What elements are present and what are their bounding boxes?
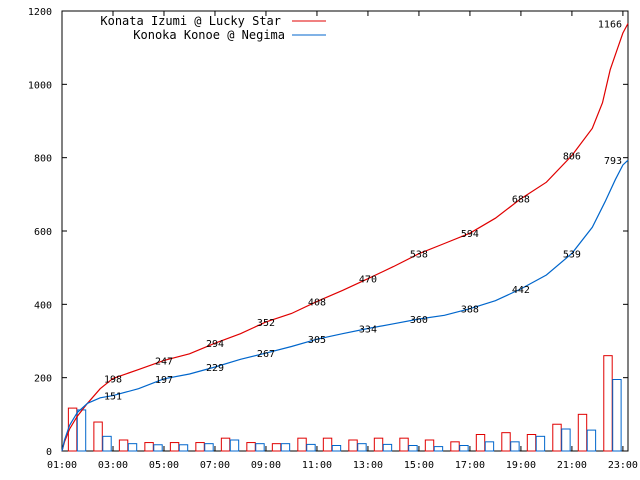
- data-label-konoka: 267: [257, 349, 275, 360]
- bar-konata: [246, 442, 256, 452]
- bar-konata: [526, 434, 537, 452]
- bar-konata: [118, 439, 129, 452]
- line-konoka: [61, 159, 629, 452]
- data-label-konoka: 388: [461, 305, 479, 316]
- bar-konoka: [484, 441, 495, 452]
- bar-konoka: [459, 445, 469, 452]
- bar-konoka: [382, 443, 393, 452]
- bar-konata: [169, 442, 180, 452]
- bar-konoka: [229, 439, 240, 452]
- data-label-konata: 352: [257, 318, 275, 329]
- data-label-konoka: 334: [359, 325, 377, 336]
- bar-konoka: [561, 428, 571, 452]
- bar-konata: [348, 439, 358, 452]
- bar-konata: [93, 421, 103, 452]
- y-tick-label: 400: [34, 300, 52, 311]
- bar-konata: [271, 443, 282, 452]
- data-label-konata: 294: [206, 339, 224, 350]
- data-label-konoka: 229: [206, 363, 224, 374]
- bar-konata: [450, 441, 460, 452]
- bar-konoka: [408, 445, 418, 452]
- bar-konata: [424, 439, 435, 452]
- data-label-konata: 470: [359, 275, 377, 286]
- legend: Konata Izumi @ Lucky Star Konoka Konoe @…: [100, 14, 326, 42]
- x-tick-label: 23:00: [608, 460, 638, 471]
- y-tick-label: 800: [34, 154, 52, 165]
- bar-konoka: [280, 443, 291, 452]
- bar-konoka: [153, 444, 163, 452]
- bar-konata: [297, 437, 307, 452]
- bar-konata: [577, 413, 588, 452]
- data-label-konata: 806: [563, 151, 581, 162]
- x-axis: 01:00 03:00 05:00 07:00 09:00 11:00 13:00 15:00…: [47, 11, 638, 471]
- y-tick-label: 600: [34, 227, 52, 238]
- bar-konoka: [535, 435, 546, 452]
- bar-konoka: [331, 445, 342, 452]
- bar-konoka: [204, 443, 214, 452]
- bar-konoka: [357, 443, 367, 452]
- data-label-konata: 688: [512, 195, 530, 206]
- y-axis: 0 200 400 600 800 1000 1200: [28, 7, 628, 458]
- data-label-konata: 1166: [598, 19, 622, 30]
- histogram-bars: [67, 355, 622, 452]
- bar-konoka: [127, 443, 138, 452]
- bar-konata: [399, 437, 409, 452]
- x-tick-label: 15:00: [404, 460, 434, 471]
- bar-konata: [501, 432, 511, 452]
- data-label-konoka: 793: [604, 156, 622, 167]
- x-tick-label: 21:00: [557, 460, 587, 471]
- x-tick-label: 03:00: [98, 460, 128, 471]
- y-tick-label: 1000: [28, 80, 52, 91]
- bar-konata: [552, 423, 562, 452]
- bar-konata: [144, 442, 154, 452]
- bar-konoka: [102, 435, 112, 452]
- data-label-konata: 538: [410, 250, 428, 261]
- data-label-konata: 247: [155, 356, 173, 367]
- y-tick-label: 200: [34, 374, 52, 385]
- x-tick-label: 11:00: [302, 460, 332, 471]
- data-label-konoka: 442: [512, 285, 530, 296]
- y-tick-label: 0: [46, 447, 52, 458]
- bar-konoka: [306, 443, 316, 452]
- bar-konoka: [178, 444, 189, 452]
- bar-konata: [322, 437, 333, 452]
- x-tick-label: 01:00: [47, 460, 77, 471]
- line-konata: [61, 23, 629, 452]
- data-label-konoka: 197: [155, 375, 173, 386]
- x-tick-label: 19:00: [506, 460, 536, 471]
- bar-konata: [220, 437, 231, 452]
- bar-konata: [603, 355, 613, 452]
- data-label-konata: 594: [461, 229, 479, 240]
- data-label-konata: 198: [104, 374, 122, 385]
- data-label-konoka: 151: [104, 392, 122, 403]
- legend-label-konoka: Konoka Konoe @ Negima: [133, 28, 285, 42]
- bar-konoka: [76, 409, 87, 452]
- data-label-konoka: 539: [563, 249, 581, 260]
- cumulative-lines: [61, 23, 629, 452]
- data-labels: 198 247 294 352 408 470 538 594 688 806 1166 151 197…: [104, 19, 622, 402]
- bar-konata: [475, 434, 486, 452]
- data-label-konata: 408: [308, 297, 326, 308]
- x-tick-label: 05:00: [149, 460, 179, 471]
- bar-konoka: [612, 379, 622, 452]
- bar-konoka: [433, 446, 444, 452]
- x-tick-label: 13:00: [353, 460, 383, 471]
- bar-konoka: [510, 441, 520, 452]
- data-label-konoka: 305: [308, 335, 326, 346]
- x-tick-label: 07:00: [200, 460, 230, 471]
- x-tick-label: 09:00: [251, 460, 281, 471]
- x-tick-label: 17:00: [455, 460, 485, 471]
- bar-konoka: [586, 429, 597, 452]
- bar-konata: [195, 442, 205, 452]
- bar-konata: [373, 437, 384, 452]
- bar-konoka: [255, 443, 265, 452]
- legend-label-konata: Konata Izumi @ Lucky Star: [100, 14, 281, 28]
- data-label-konoka: 360: [410, 315, 428, 326]
- y-tick-label: 1200: [28, 7, 52, 18]
